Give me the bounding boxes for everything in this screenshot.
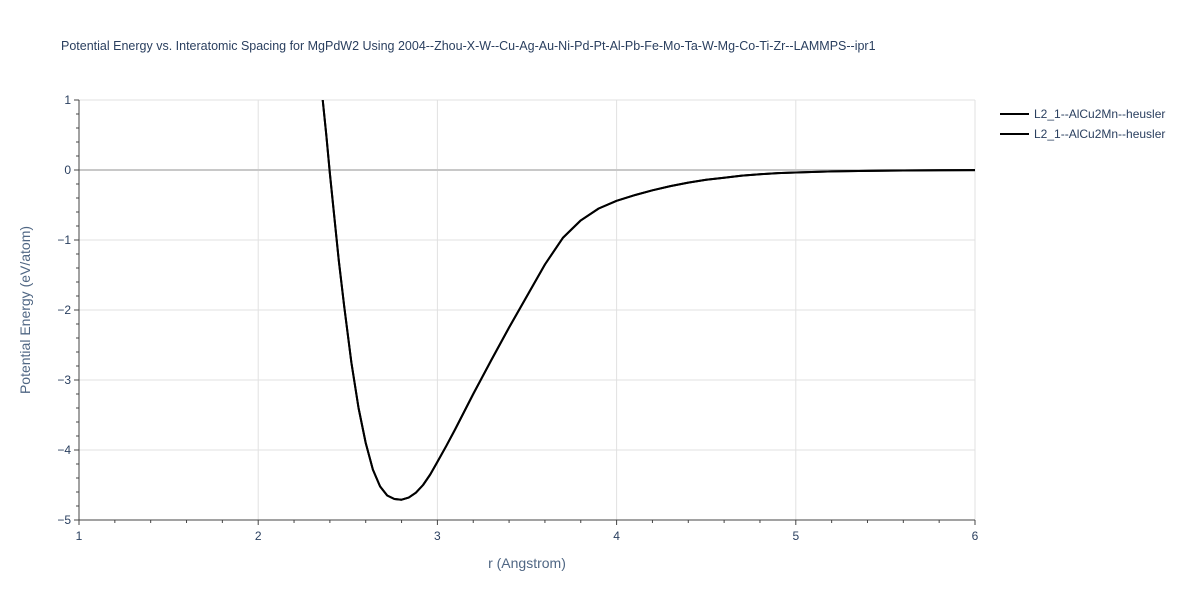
x-tick-label: 1 xyxy=(76,529,83,543)
tick-labels: 1 2 3 4 5 6 1 0 −1 −2 −3 −4 −5 xyxy=(57,93,978,543)
legend-label: L2_1--AlCu2Mn--heusler xyxy=(1034,127,1165,141)
chart-title: Potential Energy vs. Interatomic Spacing… xyxy=(61,39,876,53)
y-tick-label: −2 xyxy=(57,303,71,317)
legend-label: L2_1--AlCu2Mn--heusler xyxy=(1034,107,1165,121)
y-axis-title: Potential Energy (eV/atom) xyxy=(17,226,33,394)
y-tick-label: −3 xyxy=(57,373,71,387)
y-tick-label: −1 xyxy=(57,233,71,247)
series-line-2 xyxy=(321,100,975,501)
grid-lines xyxy=(79,99,976,520)
series-line-1 xyxy=(321,100,975,501)
legend-item-2[interactable]: L2_1--AlCu2Mn--heusler xyxy=(1000,127,1165,141)
legend-item-1[interactable]: L2_1--AlCu2Mn--heusler xyxy=(1000,107,1165,121)
x-axis-title: r (Angstrom) xyxy=(488,555,566,571)
y-tick-label: 0 xyxy=(64,163,71,177)
x-tick-label: 4 xyxy=(613,529,620,543)
x-tick-label: 3 xyxy=(434,529,441,543)
axes xyxy=(74,99,976,525)
y-tick-label: 1 xyxy=(64,93,71,107)
y-tick-label: −4 xyxy=(57,443,71,457)
series-lines xyxy=(321,100,975,501)
x-tick-label: 2 xyxy=(255,529,262,543)
x-tick-label: 6 xyxy=(972,529,979,543)
legend[interactable]: L2_1--AlCu2Mn--heusler L2_1--AlCu2Mn--heu… xyxy=(1000,107,1165,141)
x-tick-label: 5 xyxy=(792,529,799,543)
y-tick-label: −5 xyxy=(57,513,71,527)
